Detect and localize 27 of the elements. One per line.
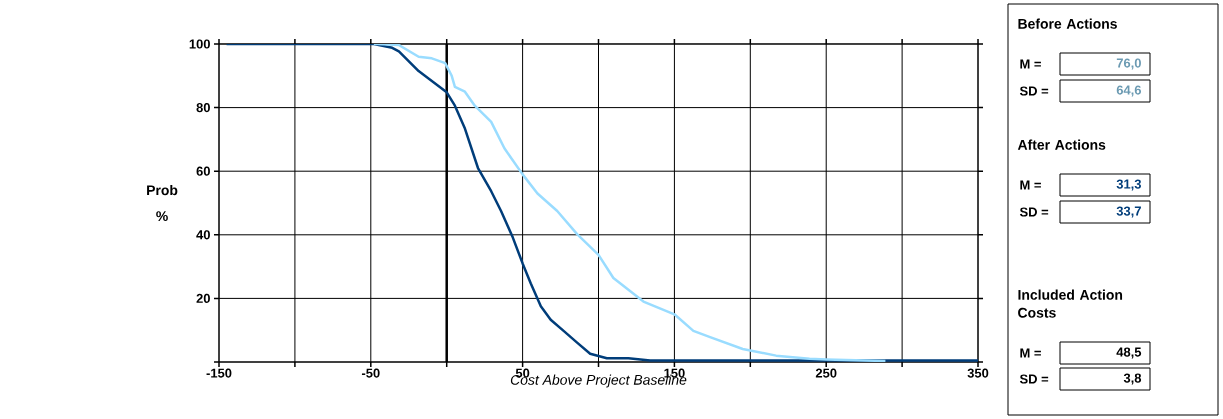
text: SD = — [1019, 374, 1049, 384]
text: 3,8 — [1123, 373, 1142, 385]
x-tick-label: -150 — [206, 368, 232, 378]
text: SD = — [1019, 86, 1049, 96]
text: Before Actions — [1018, 18, 1117, 29]
text: M = — [1020, 348, 1041, 358]
text: 31,3 — [1116, 179, 1142, 191]
text: SD = — [1019, 207, 1049, 217]
text: M = — [1020, 180, 1041, 190]
x-tick-label: 250 — [815, 368, 837, 378]
text: 76,0 — [1116, 58, 1141, 70]
text: M = — [1020, 59, 1041, 69]
x-tick-label: -50 — [361, 368, 380, 378]
text: After Actions — [1017, 139, 1106, 150]
y-tick-label: 60 — [196, 166, 210, 176]
text: 48,5 — [1116, 347, 1142, 359]
y-tick-label: 20 — [196, 293, 210, 303]
y-tick-label: 40 — [196, 230, 210, 240]
line-series — [225, 44, 979, 362]
y-tick-label: 80 — [196, 103, 210, 113]
x-tick-label: 350 — [967, 368, 989, 378]
text: 64,6 — [1116, 85, 1142, 97]
text: Included Action Costs — [1018, 289, 1123, 318]
text: 33,7 — [1116, 206, 1141, 218]
y-tick-label: 100 — [189, 39, 210, 49]
y-axis-title: Prob % — [147, 184, 178, 222]
line-series — [372, 44, 887, 362]
